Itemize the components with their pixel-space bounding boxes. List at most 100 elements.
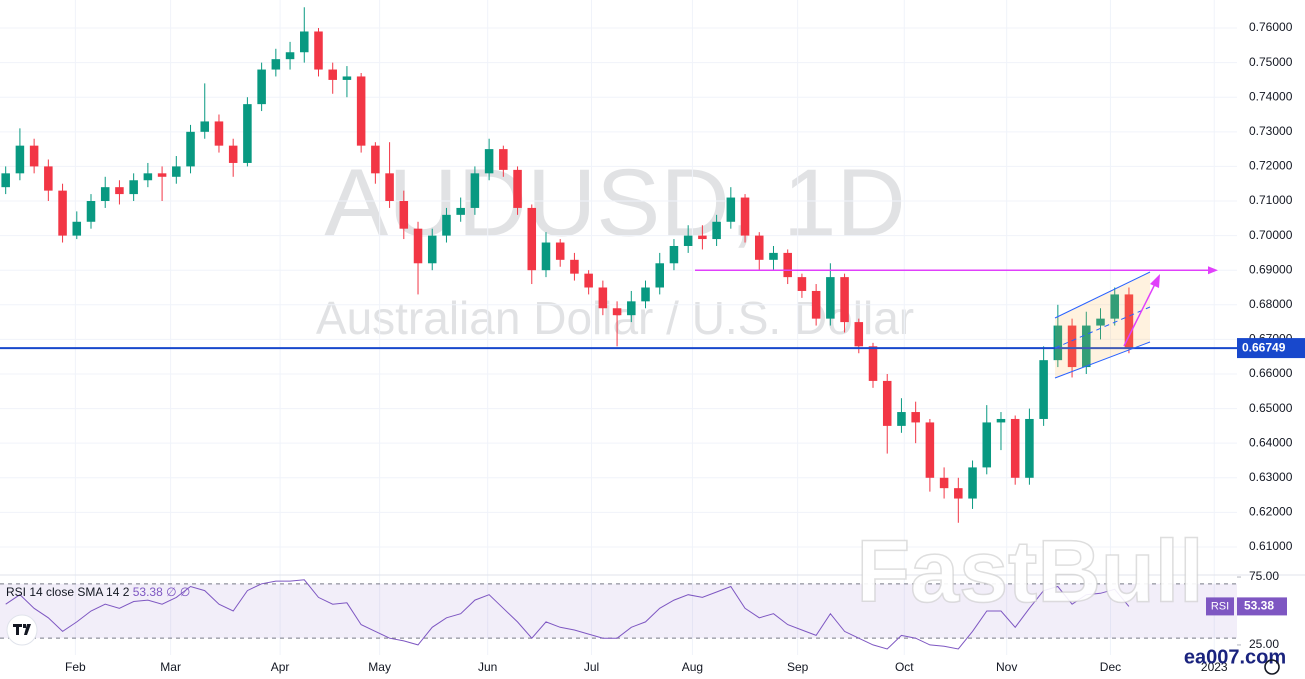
x-tick-label: May [368,660,391,674]
candle-body [385,173,394,202]
x-tick-label: Apr [271,660,290,674]
channel-fill [1055,272,1150,378]
header-part: ∅ [166,585,176,599]
y-tick-label: 0.62000 [1249,505,1293,519]
candle-body [143,173,153,181]
candle-body [29,145,39,167]
rsi-last-value: 53.38 [1244,599,1274,613]
hline-arrow [1208,266,1218,275]
candle-body [342,76,352,80]
gear[interactable] [1264,659,1280,675]
candle-body [243,104,252,163]
y-tick-label: 0.68000 [1249,297,1293,311]
candle-body [371,145,380,174]
rsi-badge [1237,597,1287,616]
candle-body [982,422,992,468]
x-tick-label: Nov [996,660,1017,674]
candle-body [58,190,67,236]
candle-body [413,228,423,264]
y-tick-label: 0.69000 [1249,262,1293,276]
candle-body [598,287,608,309]
candle-body [868,346,878,381]
last-price-label: 0.66749 [1242,340,1286,354]
candle-body [584,273,593,288]
candle-body [1124,294,1134,349]
y-tick-label: 0.76000 [1249,20,1293,34]
y-tick-label: 0.66000 [1249,366,1293,380]
x-tick-label: Aug [682,660,703,674]
y-tick-label: 0.72000 [1249,159,1293,173]
candle-body [285,52,295,60]
candle-body [1010,418,1020,478]
y-tick-label: 0.65000 [1249,401,1293,415]
candle-body [996,418,1006,423]
candle-body [513,169,522,208]
candle-body [1053,325,1063,361]
candle-body [925,422,935,478]
candle-body [1096,318,1105,326]
x-tick-label: Dec [1100,660,1121,674]
candle-body [754,235,764,260]
watermark-title: AUDUSD, 1D [324,149,905,256]
settings-icon[interactable] [1264,659,1280,675]
candle-body [1025,418,1034,478]
candle-body [555,242,565,260]
candle-body [157,173,167,177]
candle-body [1110,294,1119,319]
x-tick-label: Oct [895,660,914,674]
y-tick-label: 0.61000 [1249,539,1293,553]
candle-body [783,252,792,278]
last-price-box [1237,338,1305,359]
candle-body [72,221,82,236]
candle-body [300,31,309,53]
candle-body [641,287,650,302]
candle-body [527,207,537,271]
candle-body [939,477,949,489]
candle-body [1039,360,1048,419]
candle-body [172,166,181,177]
candle-body [1082,325,1091,368]
candle-body [854,322,864,347]
candle-body [740,197,750,236]
candle-body [612,308,622,316]
candle-body [456,207,465,215]
y-tick-label: 0.75000 [1249,55,1293,69]
candle-body [826,277,835,319]
candle-body [499,149,508,170]
rsi-badge-name [1206,597,1234,616]
candle-body [655,263,664,288]
watermark-subtitle: Australian Dollar / U.S. Dollar [316,292,914,344]
channel-bottom [1054,341,1151,379]
tv-logo [6,614,38,646]
x-tick-label: Feb [65,660,86,674]
header-part: 53.38 [133,585,163,599]
y-tick-label: 0.70000 [1249,228,1293,242]
candle-body [840,277,849,323]
candle-body [897,412,906,426]
candle-body [484,149,494,174]
x-tick-label: Mar [160,660,181,674]
header-part: RSI 14 close SMA 14 2 [6,585,130,599]
candle-body [427,235,437,264]
candle-body [541,242,551,271]
candle-body [257,69,266,105]
candle-body [214,121,224,146]
candle-body [954,488,963,499]
y-tick-label: 0.71000 [1249,193,1293,207]
candle-body [570,259,579,274]
x-tick-label: Sep [787,660,809,674]
candle-body [683,235,693,246]
candle-body [712,221,721,240]
candle-body [200,121,210,132]
candle-body [882,380,892,426]
y-tick-label: 75.00 [1249,569,1279,583]
projection-arrow [1123,283,1156,347]
candle-body [44,166,53,191]
candle-body [627,301,636,316]
candle-body [228,145,238,163]
candle-body [669,245,679,264]
x-tick-label: Jul [584,660,599,674]
rsi-badge-name-text: RSI [1211,600,1229,612]
candle-body [186,131,195,167]
